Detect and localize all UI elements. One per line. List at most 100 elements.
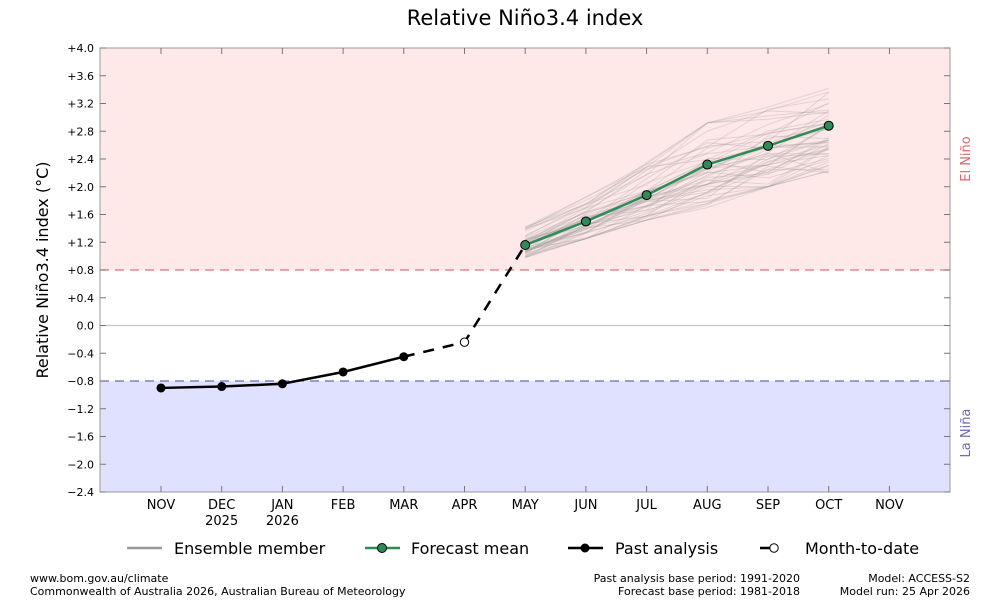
- ensemble-member-line: [525, 139, 829, 253]
- ensemble-member-line: [525, 135, 829, 245]
- past-analysis-point: [156, 383, 166, 393]
- legend-forecast-label: Forecast mean: [411, 539, 529, 558]
- x-tick-label: MAY: [512, 498, 539, 513]
- footer-model: Model: ACCESS-S2: [868, 572, 970, 585]
- x-tick-label: APR: [452, 498, 478, 513]
- ensemble-member-line: [524, 118, 829, 236]
- ensemble-member-line: [524, 103, 829, 229]
- legend-past-marker: [580, 543, 590, 553]
- ensemble-member-line: [524, 87, 829, 228]
- ensemble-member-line: [524, 98, 829, 237]
- y-tick-label: +3.2: [67, 98, 94, 111]
- legend-ensemble-label: Ensemble member: [174, 539, 326, 558]
- ensemble-member-line: [525, 170, 829, 258]
- ensemble-member-line: [525, 154, 829, 257]
- ensemble-member-line: [525, 110, 829, 230]
- legend-mtd-label: Month-to-date: [805, 539, 919, 558]
- ensemble-member-line: [525, 152, 829, 253]
- month-to-date-point: [459, 337, 470, 347]
- y-tick-label: +2.8: [67, 125, 94, 138]
- ensemble-member-line: [525, 158, 829, 251]
- forecast-mean-point: [641, 190, 652, 201]
- x-tick-label: SEP: [756, 498, 780, 513]
- x-tick-year-label: 2026: [266, 514, 299, 529]
- y-tick-label: −1.2: [67, 403, 94, 416]
- ensemble-member-line: [524, 109, 829, 230]
- x-tick-label: FEB: [331, 498, 356, 513]
- ensemble-member-line: [525, 161, 829, 250]
- past-analysis-point: [217, 382, 227, 392]
- past-analysis-point: [277, 379, 287, 389]
- la-nina-label: La Niña: [959, 409, 974, 458]
- y-tick-label: +1.6: [67, 209, 94, 222]
- forecast-mean-point: [580, 216, 591, 227]
- ensemble-member-line: [525, 139, 829, 248]
- ensemble-member-line: [524, 148, 829, 253]
- ensemble-member-line: [525, 121, 829, 238]
- x-tick-year-label: 2025: [205, 514, 238, 529]
- forecast-mean-line: [524, 124, 830, 247]
- x-tick-label: JAN: [270, 498, 293, 513]
- la-nina-region: [100, 381, 950, 492]
- y-tick-label: +2.0: [67, 181, 94, 194]
- ensemble-member-line: [524, 128, 829, 251]
- ensemble-member-line: [524, 147, 829, 254]
- forecast-mean-point: [763, 140, 773, 151]
- ensemble-member-line: [525, 111, 829, 228]
- y-axis-label: Relative Niño3.4 index (°C): [33, 162, 52, 379]
- ensemble-member-line: [525, 91, 830, 230]
- ensemble-member-line: [525, 123, 829, 251]
- ensemble-member-line: [525, 168, 829, 256]
- footer-forecast-base-period: Forecast base period: 1981-2018: [618, 585, 800, 598]
- x-tick-label: OCT: [815, 498, 842, 513]
- y-tick-label: −2.0: [67, 458, 94, 471]
- y-tick-label: −0.8: [67, 375, 94, 388]
- ensemble-member-line: [525, 144, 829, 258]
- el-nino-label: El Niño: [959, 136, 974, 182]
- chart-title: Relative Niño3.4 index: [407, 6, 644, 30]
- ensemble-member-line: [524, 91, 829, 241]
- ensemble-member-line: [524, 159, 829, 257]
- forecast-mean-point: [702, 159, 713, 170]
- footer-model-run: Model run: 25 Apr 2026: [839, 585, 970, 598]
- el-nino-region: [100, 48, 950, 270]
- footer-left: www.bom.gov.au/climate Commonwealth of A…: [30, 572, 405, 598]
- ensemble-member-line: [525, 137, 829, 253]
- ensemble-member-line: [524, 153, 829, 253]
- y-tick-label: +4.0: [67, 42, 94, 55]
- forecast-mean-point: [823, 120, 834, 131]
- x-tick-label: AUG: [693, 498, 721, 513]
- ensemble-member-line: [525, 143, 829, 252]
- y-tick-label: 0.0: [77, 320, 95, 333]
- ensemble-member-line: [525, 164, 829, 251]
- ensemble-member-line: [525, 165, 829, 254]
- ensemble-member-line: [525, 149, 829, 258]
- y-tick-label: −1.6: [67, 431, 94, 444]
- ensemble-member-line: [524, 141, 829, 247]
- ensemble-member-line: [525, 165, 829, 251]
- x-tick-label: MAR: [389, 498, 418, 513]
- ensemble-member-line: [525, 114, 829, 240]
- y-tick-label: +2.4: [67, 153, 94, 166]
- legend-forecast-marker: [377, 543, 387, 553]
- x-tick-label: NOV: [875, 498, 904, 513]
- y-tick-label: +0.4: [67, 292, 94, 305]
- x-tick-label: DEC: [208, 498, 235, 513]
- footer-middle: Past analysis base period: 1991-2020 For…: [594, 572, 800, 598]
- y-tick-label: −2.4: [67, 486, 94, 499]
- past-analysis-point: [338, 367, 348, 377]
- x-tick-label: NOV: [147, 498, 176, 513]
- legend-past-label: Past analysis: [615, 539, 718, 558]
- footer-copyright: Commonwealth of Australia 2026, Australi…: [30, 585, 406, 598]
- ensemble-member-line: [525, 170, 829, 255]
- ensemble-member-line: [524, 155, 829, 258]
- ensemble-member-line: [525, 146, 829, 243]
- footer-right: Model: ACCESS-S2 Model run: 25 Apr 2026: [840, 572, 970, 598]
- footer-past-base-period: Past analysis base period: 1991-2020: [593, 572, 800, 585]
- x-tick-label: JUL: [635, 498, 657, 513]
- y-tick-label: +1.2: [67, 236, 94, 249]
- y-tick-label: +0.8: [67, 264, 94, 277]
- ensemble-member-line: [524, 102, 829, 232]
- plot-area: El Niño La Niña +4.0 +3.6 +3.2 +2.8 +2.4 +2.0 +1…: [67, 42, 974, 529]
- ensemble-member-line: [525, 146, 829, 251]
